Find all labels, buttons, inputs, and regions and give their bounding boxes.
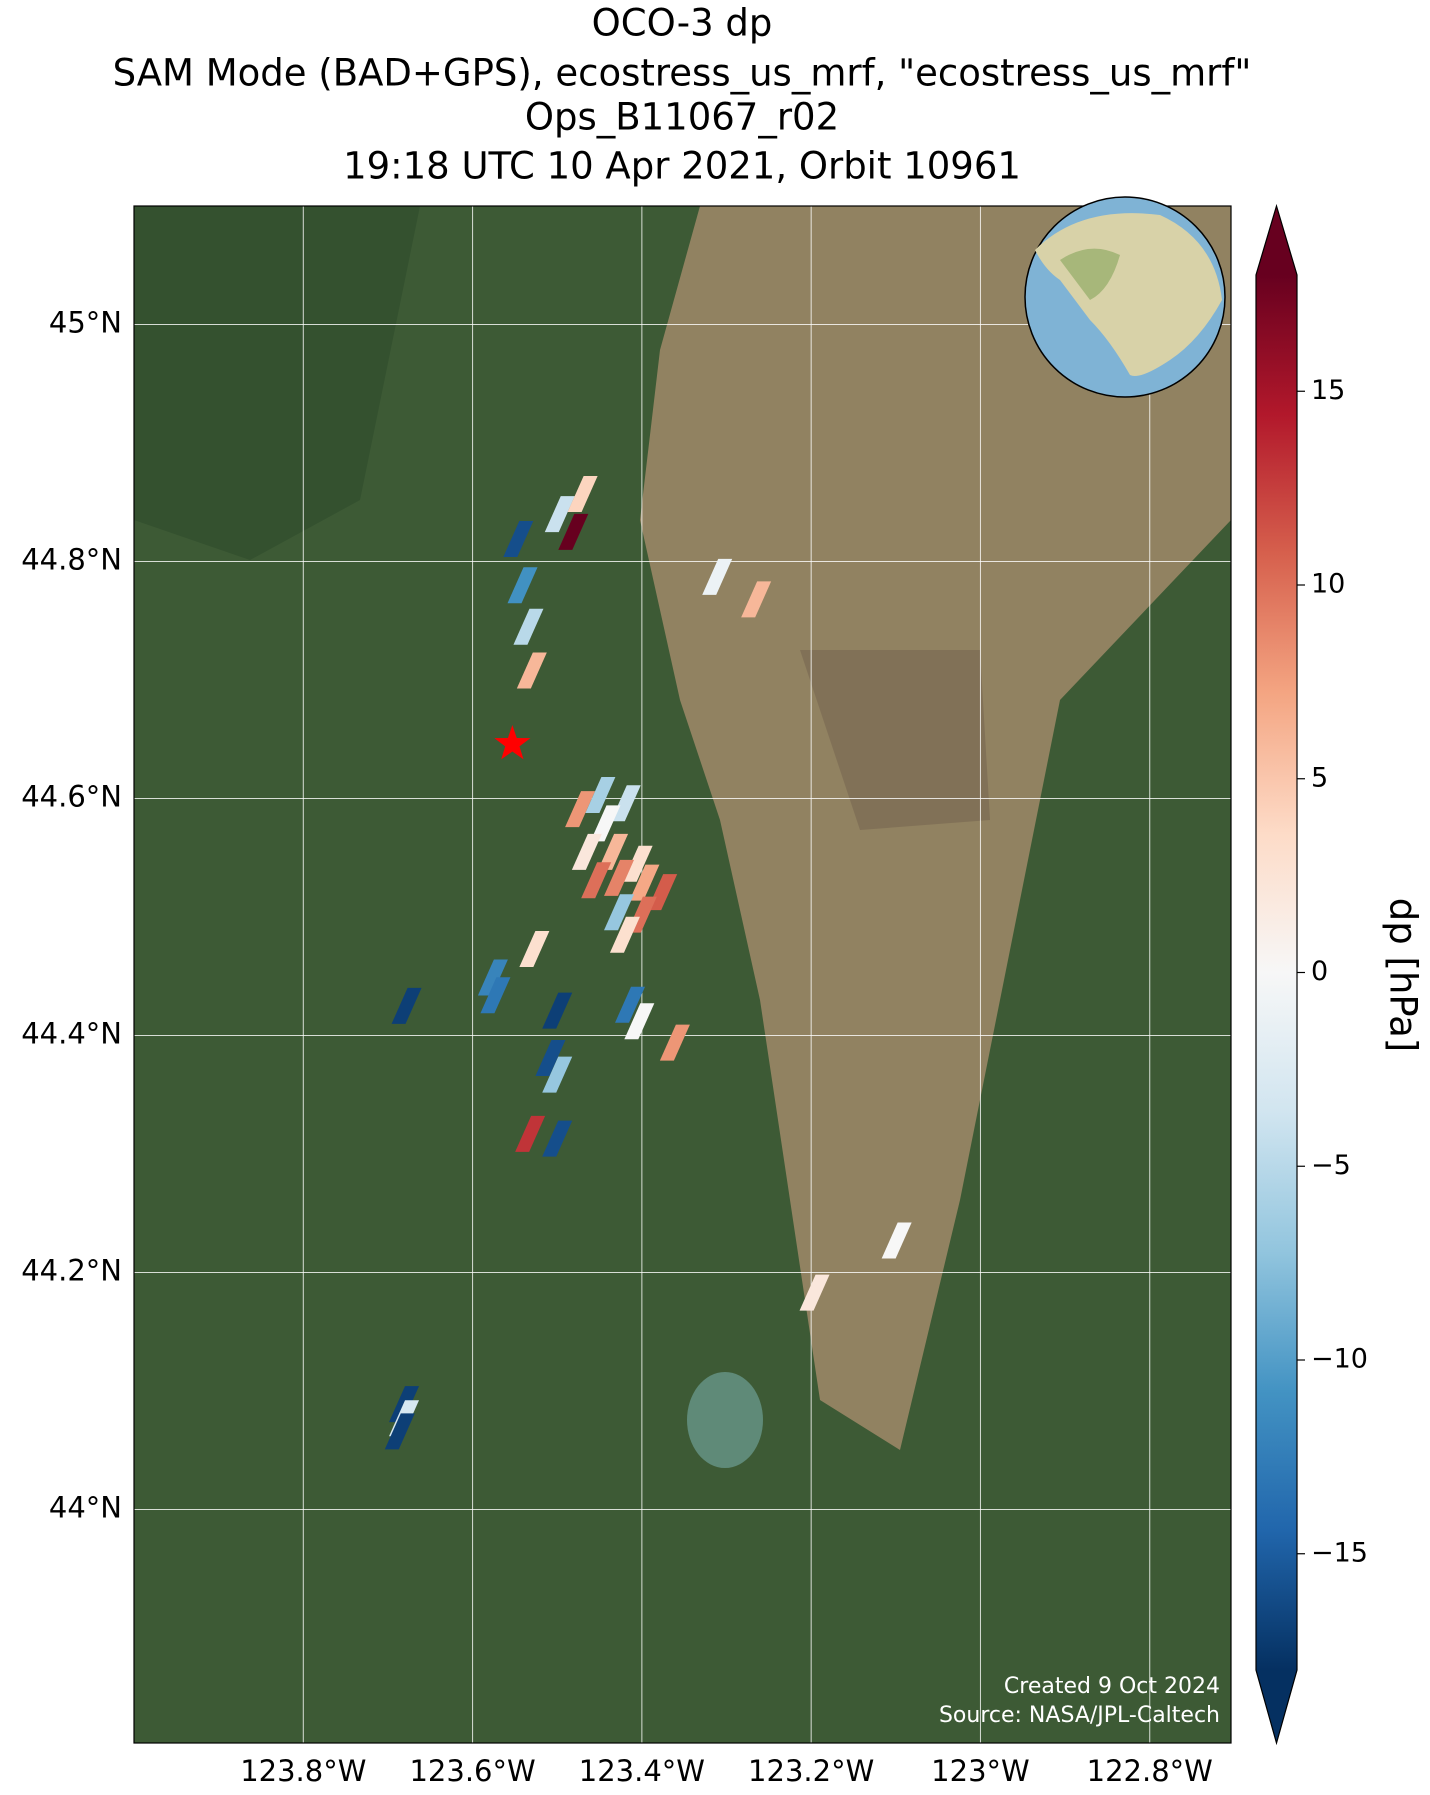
sounding-footprint <box>571 833 602 870</box>
sounding-footprint <box>542 1120 573 1157</box>
sounding-footprint <box>544 496 575 533</box>
colorbar-tick-label: −10 <box>1311 1344 1368 1375</box>
sounding-footprint <box>542 1056 573 1093</box>
sounding-footprint <box>609 916 640 953</box>
sounding-footprint <box>799 1274 830 1311</box>
sounding-footprint <box>585 776 616 813</box>
y-tick-label: 44.8°N <box>21 543 122 577</box>
sounding-footprint <box>477 959 508 996</box>
sounding-footprint <box>610 785 641 822</box>
x-tick-label: 123.4°W <box>579 1754 705 1788</box>
x-tick-label: 123°W <box>931 1754 1030 1788</box>
sounding-footprint <box>513 608 544 645</box>
target-star <box>494 725 531 760</box>
sounding-footprint <box>622 845 653 882</box>
y-tick-label: 44.6°N <box>21 780 122 814</box>
title-line: 19:18 UTC 10 Apr 2021, Orbit 10961 <box>343 145 1021 188</box>
sounding-footprint <box>542 992 573 1029</box>
sounding-footprint <box>519 931 550 968</box>
sounding-footprint <box>615 986 646 1023</box>
annotation: Created 9 Oct 2024 <box>1004 1674 1220 1699</box>
colorbar-tick-label: 10 <box>1311 569 1345 600</box>
colorbar-tick-label: −5 <box>1311 1150 1351 1181</box>
colorbar-tick-label: 0 <box>1311 956 1328 987</box>
sounding-footprint <box>558 513 589 550</box>
sounding-footprint <box>659 1024 690 1061</box>
x-tick-label: 123.2°W <box>748 1754 874 1788</box>
sounding-footprint <box>565 791 596 828</box>
y-tick-label: 44.2°N <box>21 1254 122 1288</box>
colorbar-tick-label: 5 <box>1311 762 1328 793</box>
x-tick-label: 122.8°W <box>1087 1754 1213 1788</box>
sounding-footprint <box>604 894 635 931</box>
basemap <box>134 206 1231 1743</box>
sounding-footprint <box>567 475 598 512</box>
sounding-footprint <box>391 987 422 1024</box>
sounding-footprint <box>741 581 772 618</box>
title-line: OCO-3 dp <box>592 2 773 45</box>
x-tick-label: 123.8°W <box>240 1754 366 1788</box>
colorbar-tick-label: 15 <box>1311 375 1345 406</box>
annotation: Source: NASA/JPL-Caltech <box>939 1703 1220 1728</box>
sounding-footprint <box>590 805 621 842</box>
colorbar <box>1256 275 1297 1670</box>
colorbar-tick-label: −15 <box>1311 1537 1368 1568</box>
colorbar-extend-bottom <box>1256 1670 1297 1743</box>
x-tick-label: 123.6°W <box>409 1754 535 1788</box>
y-tick-label: 45°N <box>49 306 122 340</box>
sounding-footprint <box>604 859 635 896</box>
sounding-footprint <box>480 977 511 1014</box>
y-tick-label: 44°N <box>49 1491 122 1525</box>
sounding-footprint <box>581 862 612 899</box>
sounding-footprint <box>702 558 733 595</box>
sounding-footprint <box>516 652 547 689</box>
sounding-footprint <box>503 520 534 557</box>
sounding-footprint <box>535 1040 566 1077</box>
colorbar-label: dp [hPa] <box>1382 898 1425 1052</box>
sounding-footprint <box>507 567 538 604</box>
sounding-footprint <box>629 864 660 901</box>
sounding-footprint <box>881 1222 912 1259</box>
sounding-footprint <box>624 1003 655 1040</box>
colorbar-outline <box>1255 203 1298 1746</box>
colorbar-extend-top <box>1256 206 1297 275</box>
title-line: Ops_B11067_r02 <box>525 96 839 139</box>
title-line: SAM Mode (BAD+GPS), ecostress_us_mrf, "e… <box>113 52 1252 95</box>
map-frame <box>133 205 1232 1744</box>
sounding-footprint <box>598 833 629 870</box>
globe-inset <box>1024 196 1226 398</box>
sounding-footprint <box>515 1115 546 1152</box>
sounding-footprint <box>384 1413 415 1450</box>
y-tick-label: 44.4°N <box>21 1017 122 1051</box>
